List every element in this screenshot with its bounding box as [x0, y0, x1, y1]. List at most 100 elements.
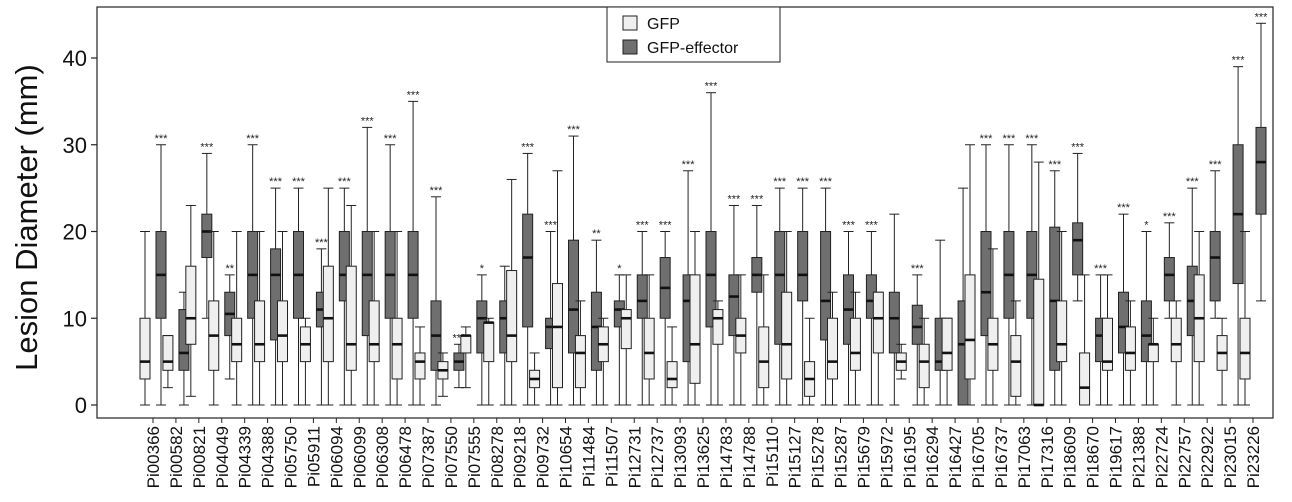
x-tick-label: Pi12737 [648, 426, 667, 488]
gfp-box [506, 270, 518, 363]
effector-box [1163, 257, 1175, 302]
x-tick-label: Pi18609 [1061, 426, 1080, 488]
significance-label: *** [1209, 159, 1223, 171]
legend-label-gfp: GFP [647, 16, 680, 33]
x-tick-label: Pi22757 [1175, 426, 1194, 488]
gfp-box [414, 352, 426, 380]
x-tick-label: Pi04049 [213, 426, 232, 488]
effector-box [1255, 126, 1267, 215]
x-tick-label: Pi06308 [373, 426, 392, 488]
significance-label: * [617, 263, 622, 275]
gfp-box [689, 274, 701, 384]
effector-box [911, 304, 923, 345]
x-tick-label: Pi22724 [1152, 426, 1171, 488]
legend-label-effector: GFP-effector [647, 40, 739, 57]
gfp-box [827, 317, 838, 380]
effector-box [1049, 226, 1061, 371]
significance-label: *** [705, 81, 719, 93]
significance-label: *** [911, 263, 925, 275]
x-tick-label: Pi15110 [763, 426, 782, 487]
significance-label: *** [980, 133, 994, 145]
significance-label: *** [1255, 11, 1269, 23]
significance-label: *** [1048, 159, 1062, 171]
effector-box [888, 291, 900, 354]
significance-label: * [1144, 220, 1149, 232]
significance-label: *** [338, 176, 352, 188]
x-tick-label: Pi23015 [1221, 426, 1240, 488]
x-tick-label: Pi05911 [304, 426, 323, 487]
gfp-box [552, 283, 563, 389]
effector-box [1118, 291, 1129, 354]
significance-label: *** [1025, 133, 1039, 145]
gfp-box [918, 343, 930, 389]
effector-box [774, 231, 786, 345]
y-tick-label: 0 [75, 393, 87, 418]
significance-label: *** [750, 193, 764, 205]
significance-label: *** [544, 220, 558, 232]
x-tick-label: Pi15287 [832, 426, 851, 488]
gfp-box [391, 317, 403, 380]
gfp-box [139, 317, 151, 380]
significance-label: *** [155, 133, 169, 145]
x-tick-label: Pi15278 [809, 426, 828, 488]
legend-swatch-effector [622, 39, 638, 55]
gfp-box [345, 265, 357, 371]
significance-label: ** [225, 263, 234, 275]
significance-label: *** [567, 124, 581, 136]
y-tick-label: 20 [63, 220, 87, 245]
significance-label: *** [200, 141, 214, 153]
x-tick-label: Pi21388 [1129, 426, 1148, 488]
significance-label: *** [1186, 176, 1200, 188]
significance-label: *** [1071, 141, 1085, 153]
significance-label: *** [659, 220, 673, 232]
significance-label: *** [636, 220, 650, 232]
gfp-box [460, 335, 472, 354]
effector-box [522, 213, 534, 328]
significance-label: *** [1232, 55, 1246, 67]
gfp-box [781, 291, 793, 380]
x-tick-label: Pi13625 [694, 426, 713, 488]
y-tick-label: 30 [63, 133, 87, 158]
y-tick-label: 40 [63, 46, 87, 71]
gfp-box [162, 335, 174, 371]
x-tick-label: Pi16737 [992, 426, 1011, 488]
significance-label: *** [292, 176, 306, 188]
effector-box [568, 239, 579, 354]
gfp-box [574, 335, 586, 389]
effector-box [797, 231, 809, 302]
x-tick-label: Pi18670 [1084, 426, 1103, 488]
x-tick-label: Pi11507 [602, 426, 621, 487]
x-tick-label: Pi16427 [946, 426, 965, 488]
x-tick-label: Pi22922 [1198, 426, 1217, 488]
gfp-box [1170, 317, 1182, 363]
x-tick-label: Pi00821 [190, 426, 209, 488]
x-tick-label: Pi13093 [671, 426, 690, 488]
gfp-box [1079, 352, 1091, 406]
gfp-box [1239, 317, 1251, 380]
x-tick-label: Pi00582 [167, 426, 186, 488]
x-tick-label: Pi23226 [1244, 426, 1263, 488]
x-tick-label: Pi07387 [419, 426, 438, 488]
significance-label: *** [430, 185, 444, 197]
x-tick-label: Pi16294 [923, 426, 942, 488]
gfp-box [872, 291, 884, 354]
x-tick-label: Pi06094 [327, 426, 346, 488]
effector-box [361, 231, 373, 337]
effector-box [705, 231, 717, 328]
significance-label: *** [819, 176, 833, 188]
significance-label: *** [865, 220, 879, 232]
x-tick-label: Pi16705 [969, 426, 988, 488]
gfp-box [277, 300, 288, 363]
gfp-box [185, 265, 197, 345]
significance-label: *** [407, 89, 421, 101]
x-tick-label: Pi15679 [854, 426, 873, 488]
gfp-box [643, 317, 655, 380]
x-tick-label: Pi00366 [144, 426, 163, 488]
gfp-box [941, 317, 953, 371]
gfp-box [1033, 278, 1045, 406]
effector-box [820, 231, 832, 341]
x-tick-label: Pi14783 [717, 426, 736, 488]
significance-label: *** [384, 133, 398, 145]
